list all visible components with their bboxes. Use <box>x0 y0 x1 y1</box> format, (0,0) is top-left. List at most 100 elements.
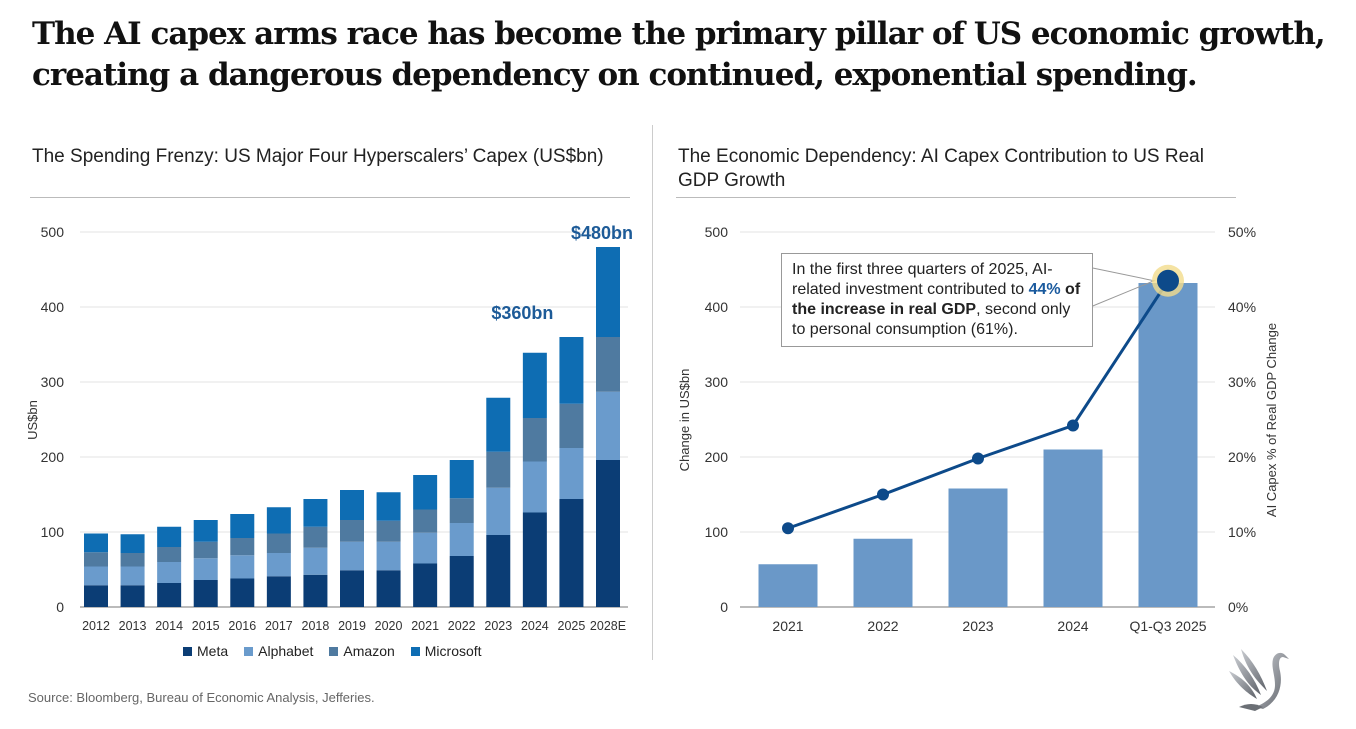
bar-meta-2020 <box>376 570 401 607</box>
left-y-tick-label: 400 <box>41 299 65 315</box>
bar-alphabet-2015 <box>193 558 218 580</box>
bar-amazon-2025 <box>559 403 584 448</box>
gdp-callout: In the first three quarters of 2025, AI-… <box>781 253 1093 347</box>
line-point <box>877 488 889 501</box>
page-title: The AI capex arms race has become the pr… <box>32 16 1326 93</box>
bar-amazon-2021 <box>413 509 438 533</box>
bar-meta-2019 <box>340 570 364 607</box>
left-x-tick-label: 2018 <box>302 619 330 633</box>
right-y2-tick-label: 40% <box>1228 299 1256 315</box>
left-chart-title: The Spending Frenzy: US Major Four Hyper… <box>32 146 604 167</box>
legend-item-microsoft: Microsoft <box>410 643 482 659</box>
left-x-tick-label: 2024 <box>521 619 549 633</box>
bar-microsoft-2018 <box>303 499 328 527</box>
panel-divider <box>652 125 653 660</box>
legend-item-amazon: Amazon <box>329 643 395 659</box>
callout-rest: , second only to personal consumption (6… <box>792 301 1071 338</box>
left-y-tick-label: 500 <box>41 224 65 240</box>
legend-label: Meta <box>197 643 229 659</box>
bar-meta-2023 <box>486 535 511 607</box>
legend-label: Alphabet <box>258 643 314 659</box>
bar-alphabet-2023 <box>486 487 511 535</box>
bar-meta-2015 <box>193 580 218 607</box>
callout-highlight: 44% <box>1028 281 1061 298</box>
right-y-axis-label: Change in US$bn <box>677 369 692 472</box>
bar-microsoft-2025 <box>559 337 584 404</box>
bar-alphabet-2021 <box>413 532 438 564</box>
bar-microsoft-2013 <box>120 534 145 553</box>
right-y2-tick-label: 20% <box>1228 449 1256 465</box>
bar-alphabet-2012 <box>84 566 108 586</box>
left-x-tick-label: 2016 <box>228 619 256 633</box>
bar-meta-2021 <box>413 563 438 607</box>
left-title-rule <box>30 197 630 198</box>
bar-microsoft-2024 <box>522 352 547 418</box>
bar-amazon-2024 <box>522 418 547 462</box>
bar-microsoft-2022 <box>449 460 474 499</box>
bar-amazon-2012 <box>84 552 108 567</box>
bar-microsoft-2019 <box>340 490 364 520</box>
bar-alphabet-2013 <box>120 566 145 586</box>
right-y2-tick-label: 0% <box>1228 599 1248 615</box>
legend-swatch <box>410 647 420 656</box>
bar-microsoft-2015 <box>193 520 218 542</box>
callout-bold: of the increase in real GDP <box>792 281 1081 318</box>
gdp-bar-2024 <box>1043 449 1103 607</box>
left-x-tick-label: 2014 <box>155 619 183 633</box>
right-y2-tick-label: 10% <box>1228 524 1256 540</box>
bar-meta-2022 <box>449 556 474 607</box>
right-y-tick-label: 100 <box>705 524 729 540</box>
bar-alphabet-2022 <box>449 523 474 556</box>
bar-meta-2025 <box>559 499 584 607</box>
bar-microsoft-2023 <box>486 397 511 452</box>
gdp-bar-2022 <box>853 538 913 607</box>
right-x-tick-label: Q1-Q3 2025 <box>1129 618 1206 634</box>
bar-alphabet-2014 <box>157 562 182 583</box>
right-x-tick-label: 2023 <box>962 618 993 634</box>
bar-microsoft-2014 <box>157 526 182 547</box>
bar-alphabet-2017 <box>266 553 291 577</box>
bar-alphabet-2025 <box>559 448 584 499</box>
bar-meta-2012 <box>84 585 108 607</box>
left-x-tick-label: 2015 <box>192 619 220 633</box>
bar-microsoft-2016 <box>230 514 255 538</box>
bar-alphabet-2019 <box>340 541 364 571</box>
gdp-bar-2023 <box>948 488 1008 607</box>
legend-label: Microsoft <box>424 643 482 659</box>
bar-meta-2024 <box>522 512 547 607</box>
bar-meta-2014 <box>157 583 182 607</box>
right-x-tick-label: 2022 <box>867 618 898 634</box>
left-x-tick-label: 2028E <box>590 619 626 633</box>
bar-meta-2016 <box>230 578 255 607</box>
total-annotation: $360bn <box>491 303 553 323</box>
left-chart-legend: Meta Alphabet Amazon Microsoft <box>183 643 482 659</box>
legend-swatch <box>329 647 339 656</box>
bar-microsoft-2028E <box>596 247 620 337</box>
left-x-tick-label: 2013 <box>119 619 147 633</box>
left-x-tick-label: 2017 <box>265 619 293 633</box>
bar-microsoft-2021 <box>413 475 438 510</box>
right-x-tick-label: 2024 <box>1057 618 1088 634</box>
right-y2-tick-label: 30% <box>1228 374 1256 390</box>
legend-item-meta: Meta <box>183 643 228 659</box>
bar-microsoft-2012 <box>84 533 108 553</box>
line-point <box>1157 269 1179 292</box>
bar-amazon-2016 <box>230 538 255 556</box>
bar-amazon-2018 <box>303 526 328 548</box>
left-x-tick-label: 2019 <box>338 619 366 633</box>
bar-amazon-2023 <box>486 451 511 488</box>
source-note: Source: Bloomberg, Bureau of Economic An… <box>28 690 375 705</box>
left-x-tick-label: 2023 <box>484 619 512 633</box>
bar-alphabet-2020 <box>376 541 401 571</box>
right-y2-axis-label: AI Capex % of Real GDP Change <box>1264 323 1279 517</box>
line-point <box>1067 419 1079 432</box>
right-y-tick-label: 0 <box>720 599 728 615</box>
right-y-tick-label: 500 <box>705 224 729 240</box>
left-y-tick-label: 200 <box>41 449 65 465</box>
right-y-tick-label: 400 <box>705 299 729 315</box>
bar-meta-2018 <box>303 574 328 607</box>
gdp-bar-2021 <box>758 564 818 607</box>
right-chart-title: The Economic Dependency: AI Capex Contri… <box>678 146 1204 191</box>
left-x-tick-label: 2022 <box>448 619 476 633</box>
